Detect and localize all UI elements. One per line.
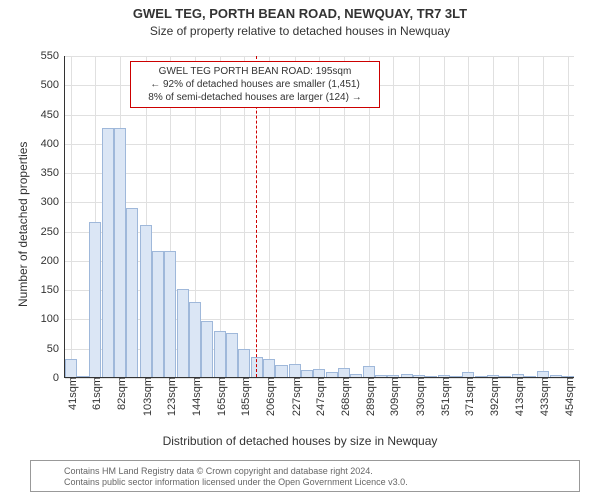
x-tick-label: 247sqm (311, 377, 327, 416)
histogram-bar (238, 349, 250, 377)
y-tick-label: 100 (41, 313, 65, 325)
x-axis-label: Distribution of detached houses by size … (0, 434, 600, 448)
x-tick-label: 351sqm (436, 377, 452, 416)
x-tick-label: 433sqm (535, 377, 551, 416)
y-tick-label: 550 (41, 50, 65, 62)
x-tick-label: 268sqm (336, 377, 352, 416)
histogram-plot-area: 05010015020025030035040045050055041sqm61… (64, 56, 574, 378)
y-tick-label: 450 (41, 109, 65, 121)
annotation-line: 8% of semi-detached houses are larger (1… (136, 91, 374, 104)
histogram-bar (338, 368, 350, 377)
histogram-bar (499, 376, 511, 377)
histogram-bar (562, 376, 574, 377)
y-tick-label: 350 (41, 167, 65, 179)
histogram-bar (251, 357, 263, 377)
x-tick-label: 165sqm (212, 377, 228, 416)
grid-line-v (393, 56, 394, 377)
x-tick-label: 227sqm (287, 377, 303, 416)
y-tick-label: 200 (41, 255, 65, 267)
footer-line-1: Contains HM Land Registry data © Crown c… (64, 466, 408, 477)
histogram-bar (102, 128, 114, 377)
histogram-bar (438, 375, 450, 377)
grid-line-v (71, 56, 72, 377)
x-tick-label: 185sqm (236, 377, 252, 416)
histogram-bar (263, 359, 275, 377)
histogram-bar (226, 333, 238, 377)
grid-line-v (518, 56, 519, 377)
y-tick-label: 400 (41, 138, 65, 150)
histogram-bar (126, 208, 138, 377)
y-tick-label: 150 (41, 284, 65, 296)
y-axis-label: Number of detached properties (16, 142, 30, 307)
histogram-bar (313, 369, 325, 377)
histogram-bar (462, 372, 474, 377)
y-tick-label: 300 (41, 196, 65, 208)
histogram-bar (350, 374, 362, 378)
y-tick-label: 250 (41, 226, 65, 238)
histogram-bar (537, 371, 549, 377)
histogram-bar (550, 375, 562, 377)
x-tick-label: 61sqm (87, 377, 103, 410)
histogram-bar (201, 321, 213, 377)
y-tick-label: 500 (41, 79, 65, 91)
footer-line-2: Contains public sector information licen… (64, 477, 408, 488)
histogram-bar (363, 366, 375, 377)
histogram-bar (275, 365, 287, 377)
y-tick-label: 50 (47, 343, 65, 355)
histogram-bar (164, 251, 176, 377)
x-tick-label: 454sqm (560, 377, 576, 416)
annotation-line: ← 92% of detached houses are smaller (1,… (136, 78, 374, 91)
x-tick-label: 392sqm (485, 377, 501, 416)
histogram-bar (177, 289, 189, 377)
histogram-bar (487, 375, 499, 377)
histogram-bar (189, 302, 201, 377)
histogram-bar (375, 375, 387, 377)
histogram-bar (301, 370, 313, 377)
histogram-bar (140, 225, 152, 377)
x-tick-label: 103sqm (138, 377, 154, 416)
histogram-bar (65, 359, 77, 377)
histogram-bar (413, 375, 425, 377)
histogram-bar (289, 364, 301, 377)
histogram-bar (326, 372, 338, 377)
grid-line-v (419, 56, 420, 377)
histogram-bar (152, 251, 164, 377)
footer-attribution: Contains HM Land Registry data © Crown c… (64, 466, 408, 489)
x-tick-label: 289sqm (361, 377, 377, 416)
histogram-bar (475, 376, 487, 377)
grid-line-v (568, 56, 569, 377)
x-tick-label: 41sqm (63, 377, 79, 410)
chart-subtitle: Size of property relative to detached ho… (0, 24, 600, 38)
histogram-bar (512, 374, 524, 378)
x-tick-label: 144sqm (187, 377, 203, 416)
histogram-bar (524, 376, 536, 377)
grid-line-v (468, 56, 469, 377)
histogram-bar (89, 222, 101, 377)
histogram-bar (387, 375, 399, 377)
histogram-bar (425, 376, 437, 377)
grid-line-v (493, 56, 494, 377)
x-tick-label: 123sqm (162, 377, 178, 416)
grid-line-v (444, 56, 445, 377)
x-tick-label: 309sqm (385, 377, 401, 416)
x-tick-label: 206sqm (261, 377, 277, 416)
grid-line-v (543, 56, 544, 377)
x-tick-label: 413sqm (510, 377, 526, 416)
chart-title: GWEL TEG, PORTH BEAN ROAD, NEWQUAY, TR7 … (0, 6, 600, 21)
annotation-box: GWEL TEG PORTH BEAN ROAD: 195sqm← 92% of… (130, 61, 380, 108)
histogram-bar (401, 374, 413, 378)
x-tick-label: 82sqm (112, 377, 128, 410)
histogram-bar (77, 376, 89, 377)
histogram-bar (450, 376, 462, 377)
annotation-line: GWEL TEG PORTH BEAN ROAD: 195sqm (136, 65, 374, 78)
histogram-bar (114, 128, 126, 377)
histogram-bar (214, 331, 226, 377)
x-tick-label: 371sqm (460, 377, 476, 416)
x-tick-label: 330sqm (411, 377, 427, 416)
